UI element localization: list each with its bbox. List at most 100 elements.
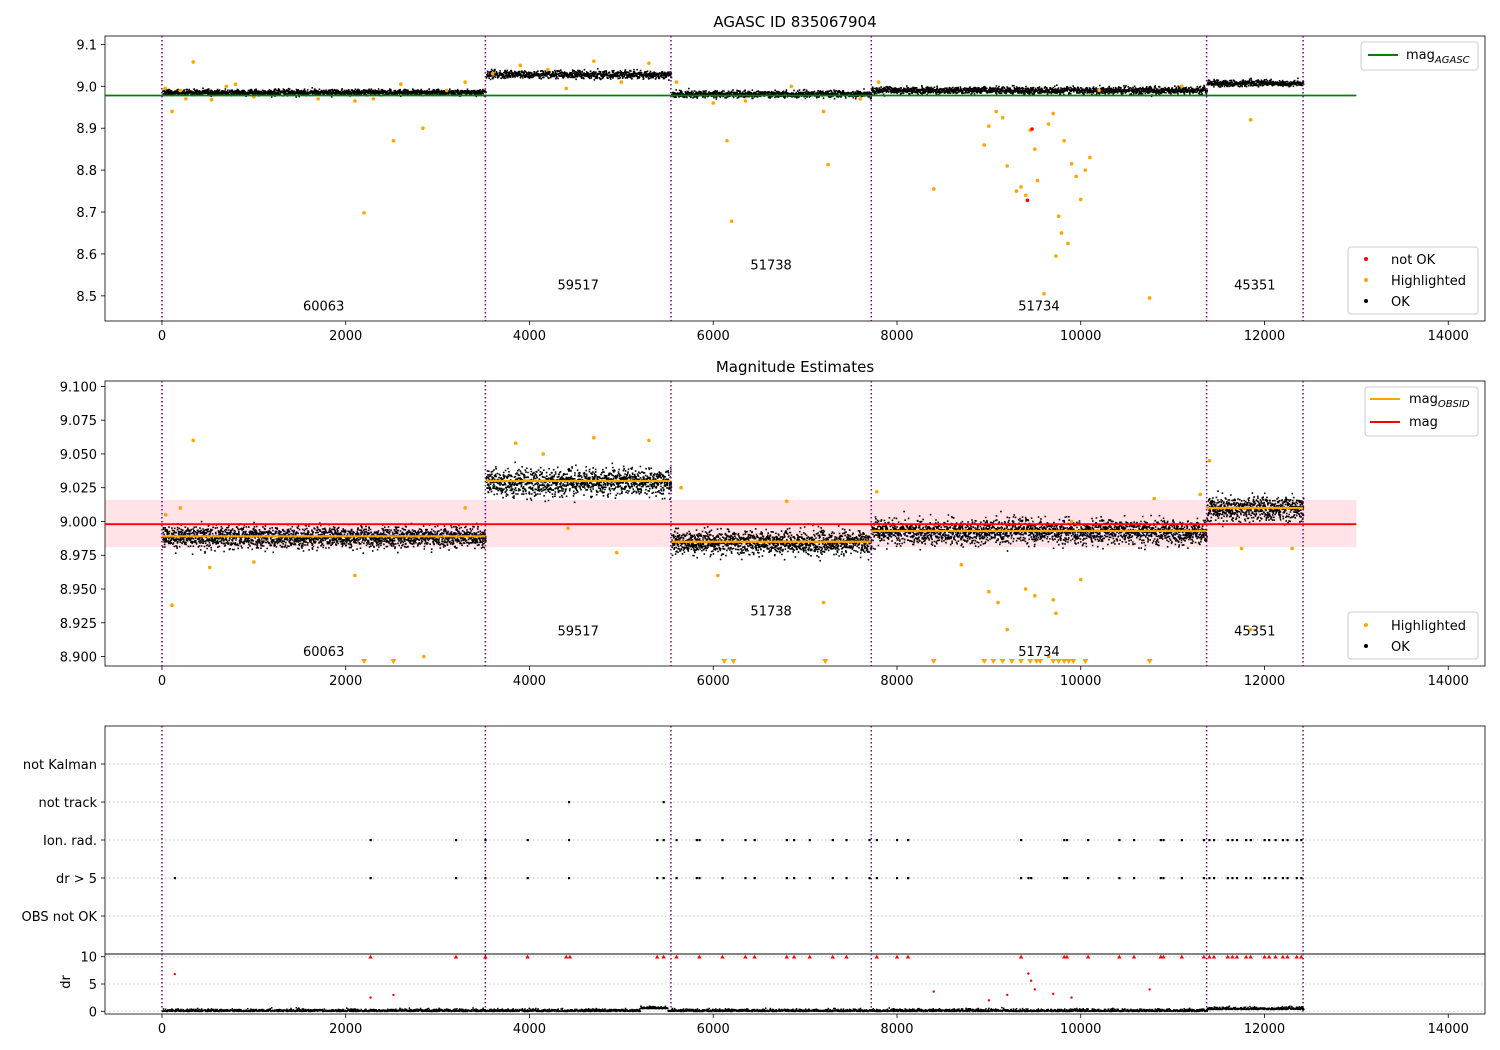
flags-dr-gt5-point-15 bbox=[793, 877, 796, 880]
magnitude-obsid-label-51738: 51738 bbox=[750, 604, 791, 619]
flags-ion-rad-point-43 bbox=[1286, 839, 1289, 842]
magnitude-low-marker-3 bbox=[730, 659, 737, 664]
dr-capped-marker-7 bbox=[661, 954, 666, 959]
agasc-ok-points-obsid-51738 bbox=[671, 87, 873, 100]
flags-ion-rad-point-35 bbox=[1231, 839, 1234, 842]
flags-not-track-point-0 bbox=[567, 801, 571, 804]
agasc-highlighted-point-52 bbox=[1059, 231, 1064, 235]
agasc-highlighted-point-31 bbox=[821, 109, 826, 114]
flags-dr-gt5-point-22 bbox=[907, 877, 910, 880]
flags-ion-rad-point-29 bbox=[1162, 839, 1165, 842]
dr-xtick-label-1: 2000 bbox=[329, 1022, 362, 1037]
agasc-highlighted-point-19 bbox=[518, 63, 523, 68]
flags-ion-rad-point-41 bbox=[1274, 839, 1277, 842]
flags-dr-gt5-point-26 bbox=[1063, 877, 1066, 880]
agasc-highlighted-point-17 bbox=[463, 80, 467, 84]
flags-ion-rad-point-18 bbox=[868, 839, 871, 842]
agasc-highlighted-point-35 bbox=[931, 187, 936, 191]
agasc-obsid-label-59517: 59517 bbox=[557, 279, 598, 294]
flags-dr-gt5-point-39 bbox=[1235, 877, 1239, 880]
flags-ion-rad-point-8 bbox=[695, 839, 698, 842]
flags-ion-rad-point-13 bbox=[785, 839, 788, 842]
flags-ion-rad-point-4 bbox=[567, 839, 571, 842]
agasc-highlighted-point-6 bbox=[224, 84, 229, 89]
magnitude-highlighted-point-18 bbox=[821, 600, 826, 605]
flags-ion-rad-point-31 bbox=[1202, 839, 1206, 842]
dr-capped-marker-12 bbox=[752, 954, 757, 959]
flags-ion-rad-point-24 bbox=[1065, 839, 1069, 842]
dr-capped-marker-26 bbox=[1131, 954, 1137, 959]
agasc-highlighted-point-23 bbox=[619, 80, 624, 84]
magnitude-highlighted-point-36 bbox=[1290, 546, 1294, 551]
agasc-xtick-label-3: 6000 bbox=[697, 329, 730, 344]
agasc-highlighted-point-32 bbox=[826, 162, 830, 167]
flags-dr-gt5-point-20 bbox=[875, 877, 878, 880]
flags-dr-gt5-point-33 bbox=[1180, 877, 1184, 880]
agasc-highlighted-point-62 bbox=[1180, 84, 1184, 89]
dr-capped-marker-29 bbox=[1179, 954, 1185, 959]
agasc-xtick-label-2: 4000 bbox=[513, 329, 546, 344]
agasc-legend-not-ok-swatch bbox=[1364, 257, 1368, 261]
agasc-highlighted-point-28 bbox=[729, 219, 734, 224]
flags-category-label-2: Ion. rad. bbox=[43, 834, 97, 849]
flags-ion-rad-point-12 bbox=[753, 839, 756, 842]
agasc-ok-points-obsid-59517 bbox=[485, 68, 673, 81]
flags-dr-gt5-point-13 bbox=[753, 877, 756, 880]
flags-dr-gt5-point-45 bbox=[1281, 877, 1285, 880]
agasc-frame bbox=[104, 35, 1486, 322]
dr-outlier-point-7 bbox=[1006, 993, 1009, 997]
agasc-highlighted-point-55 bbox=[1069, 162, 1074, 166]
agasc-highlighted-point-25 bbox=[674, 80, 679, 84]
magnitude-xtick-label-4: 8000 bbox=[880, 674, 913, 689]
magnitude-xtick-label-1: 2000 bbox=[329, 674, 362, 689]
magnitude-highlighted-point-33 bbox=[1207, 458, 1212, 463]
magnitude-legend-ok-swatch bbox=[1364, 644, 1368, 648]
agasc-highlighted-point-0 bbox=[163, 86, 167, 91]
dr-capped-marker-11 bbox=[743, 954, 748, 959]
dr-capped-marker-28 bbox=[1161, 954, 1166, 959]
magnitude-highlighted-point-14 bbox=[647, 438, 651, 443]
agasc-highlighted-point-63 bbox=[1248, 118, 1253, 122]
dr-outlier-point-5 bbox=[1033, 988, 1037, 991]
agasc-highlighted-point-3 bbox=[184, 97, 188, 101]
magnitude-highlighted-point-5 bbox=[252, 560, 256, 564]
flags-dr-gt5-point-41 bbox=[1249, 877, 1252, 880]
dr-xtick-label-0: 0 bbox=[158, 1022, 166, 1037]
magnitude-highlighted-point-4 bbox=[207, 565, 212, 570]
agasc-ytick-label-3: 8.8 bbox=[76, 164, 97, 179]
dr-capped-marker-14 bbox=[791, 954, 797, 959]
agasc-highlighted-point-43 bbox=[1023, 193, 1028, 198]
dr-capped-marker-2 bbox=[483, 954, 488, 959]
flags-ion-rad-point-15 bbox=[808, 839, 811, 842]
magnitude-highlighted-point-7 bbox=[422, 654, 426, 659]
flags-dr-gt5-point-42 bbox=[1263, 877, 1266, 880]
dr-xtick-label-7: 14000 bbox=[1428, 1022, 1469, 1037]
dr-capped-marker-43 bbox=[1294, 954, 1299, 959]
magnitude-ytick-label-1: 8.925 bbox=[60, 617, 97, 632]
flags-dr-gt5-point-12 bbox=[744, 877, 747, 880]
agasc-highlighted-point-18 bbox=[490, 71, 495, 76]
flags-ion-rad-point-7 bbox=[675, 839, 678, 842]
magnitude-ytick-label-8: 9.100 bbox=[60, 380, 97, 395]
dr-xtick-label-2: 4000 bbox=[513, 1022, 546, 1037]
dr-capped-marker-37 bbox=[1248, 954, 1253, 959]
dr-capped-marker-17 bbox=[844, 954, 849, 959]
magnitude-highlighted-point-20 bbox=[959, 562, 964, 567]
magnitude-highlighted-point-0 bbox=[163, 512, 168, 517]
magnitude-low-marker-15 bbox=[1055, 659, 1062, 664]
agasc-highlighted-point-51 bbox=[1056, 214, 1061, 219]
agasc-highlighted-point-12 bbox=[371, 97, 376, 101]
agasc-legend-bottom: not OK Highlighted OK bbox=[1347, 246, 1479, 315]
magnitude-xtick-label-6: 12000 bbox=[1244, 674, 1285, 689]
flags-dr-gt5-point-18 bbox=[845, 877, 848, 880]
agasc-obsid-label-60063: 60063 bbox=[303, 300, 344, 315]
magnitude-low-marker-17 bbox=[1065, 659, 1072, 664]
flags-dr-gt5-point-6 bbox=[656, 877, 659, 880]
agasc-highlighted-point-22 bbox=[591, 59, 596, 63]
dr-outlier-point-2 bbox=[392, 993, 395, 997]
agasc-highlighted-point-16 bbox=[444, 88, 449, 93]
magnitude-low-marker-13 bbox=[1037, 659, 1044, 664]
dr-panel: dr 0 5 10 0 2000 4000 6000 8000 10000 12000 14000 bbox=[59, 951, 1486, 1037]
magnitude-low-marker-2 bbox=[721, 659, 728, 664]
flags-dr-gt5-point-37 bbox=[1226, 877, 1229, 880]
